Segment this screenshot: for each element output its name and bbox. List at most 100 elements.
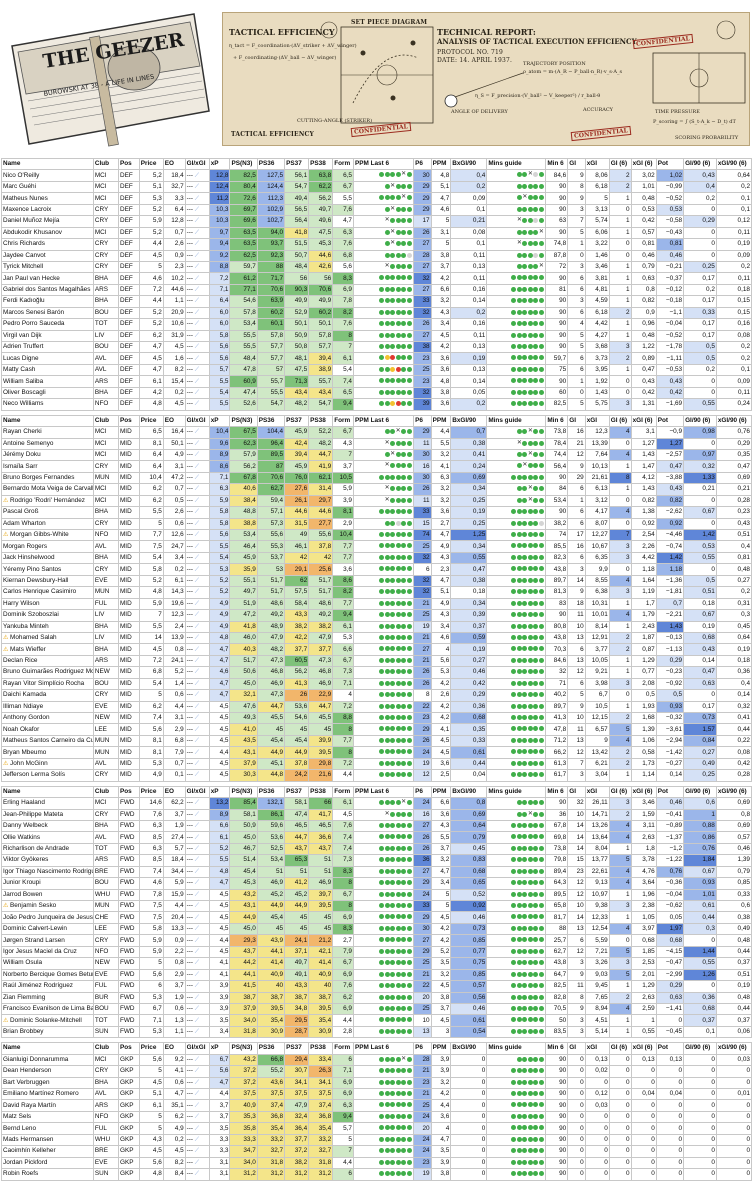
- column-header[interactable]: GI/xGI: [184, 785, 210, 799]
- table-row[interactable]: Ollie Watkins AVL FWD 8,5 27,4 --- ⟋ 6,1 45,0 53…: [1, 831, 753, 844]
- column-header[interactable]: Pos: [117, 1042, 140, 1055]
- column-header[interactable]: BxGI/90: [450, 1042, 488, 1055]
- column-header[interactable]: GI: [567, 157, 586, 171]
- column-header[interactable]: xGI (6): [630, 414, 657, 428]
- column-header[interactable]: Form: [332, 1042, 354, 1055]
- table-row[interactable]: Francisco Evanilson de Lima BarbosaBOUFW…: [1, 1002, 753, 1016]
- table-row[interactable]: William Saliba ARS DEF 6,1 15,4 --- ⟋ 5,5 60,9 5…: [1, 375, 753, 388]
- table-row[interactable]: Raúl Jiménez Rodríguez FUL FWD 6 3,7 --- ⟋ 3,9…: [1, 980, 753, 993]
- column-header[interactable]: xGI/90 (6): [715, 414, 753, 428]
- column-header[interactable]: EO: [162, 414, 186, 428]
- column-header[interactable]: xGI/90 (6): [715, 157, 753, 171]
- table-row[interactable]: Jérémy Doku MCI MID 6,4 4,9 --- ⟋ 8,9 57,9 89,5 3…: [1, 448, 753, 462]
- table-row[interactable]: Ferdi Kadıoğlu BHA DEF 4,4 1,1 --- ⟋ 6,4 54,6 63…: [1, 295, 753, 308]
- table-row[interactable]: Rayan Cherki MCI MID 6,5 16,4 --- ⟋ 10,4 67,5 10…: [1, 426, 753, 439]
- column-header[interactable]: GI: [567, 414, 586, 428]
- table-row[interactable]: Jaydee Canvot CRY DEF 4,5 0,9 --- ⟋ 9,2 62,5 92,…: [1, 249, 753, 262]
- table-row[interactable]: Bruno Borges Fernandes MUN MID 10,4 47,2 --- …: [1, 471, 753, 485]
- column-header[interactable]: PS36: [256, 1042, 286, 1055]
- column-header[interactable]: xGI (6): [630, 785, 657, 799]
- column-header[interactable]: xGI (6): [630, 157, 657, 171]
- column-header[interactable]: GI (6): [608, 785, 632, 799]
- table-row[interactable]: Caoimhín Kelleher BRE GKP 4,5 4,5 --- ⟋ 3,3 34,…: [1, 1145, 753, 1158]
- column-header[interactable]: Pos: [117, 785, 140, 799]
- table-row[interactable]: Matheus Santos Carneiro da CunhaMUNMID8,…: [1, 734, 753, 748]
- column-header[interactable]: PPM Last 6: [352, 785, 415, 799]
- table-row[interactable]: Zian Flemming BUR FWD 5,3 1,9 --- ⟋ 3,9 38,7 38,…: [1, 991, 753, 1004]
- column-header[interactable]: GI/90 (6): [683, 414, 717, 428]
- table-row[interactable]: Pedro Porro Sauceda TOT DEF 5,2 10,6 --- ⟋ 6,0…: [1, 318, 753, 331]
- table-row[interactable]: Jack Hinshelwood BHA MID 5,4 3,4 --- ⟋ 5,4 45,9…: [1, 551, 753, 565]
- column-header[interactable]: xGI/90 (6): [715, 1042, 753, 1055]
- table-row[interactable]: Jean-Philippe Mateta CRY FWD 7,6 3,7 --- ⟋ 8,9…: [1, 808, 753, 821]
- table-row[interactable]: Dominic Calvert-Lewin LEE FWD 5,8 13,3 --- ⟋ 4…: [1, 922, 753, 936]
- table-row[interactable]: Dean Henderson CRY GKP 5 4,1 --- ⟋ 5,6 37,2 55,2…: [1, 1065, 753, 1078]
- column-header[interactable]: Club: [92, 157, 119, 171]
- table-row[interactable]: Norberto Bercique Gomes BetuncalEVEFWD5,…: [1, 968, 753, 982]
- table-row[interactable]: Matty Cash AVL DEF 4,7 8,2 --- ⟋ 5,7 47,8 57 47,5…: [1, 363, 753, 377]
- column-header[interactable]: Club: [92, 1042, 119, 1055]
- column-header[interactable]: Form: [332, 157, 354, 171]
- column-header[interactable]: Pot: [655, 1042, 685, 1055]
- column-header[interactable]: xGI/90 (6): [715, 785, 753, 799]
- table-row[interactable]: Bruno Guimarães Rodriguez MouraNEWMID6,8…: [1, 666, 753, 679]
- column-header[interactable]: PPM: [430, 785, 452, 799]
- table-row[interactable]: Jørgen Strand Larsen CRY FWD 5,9 0,9 --- ⟋ 4,4…: [1, 934, 753, 947]
- column-header[interactable]: Mins guide: [486, 414, 547, 428]
- table-row[interactable]: Junior Kroupi BOU FWD 4,6 5,9 --- ⟋ 4,7 45,3 46,…: [1, 877, 753, 890]
- column-header[interactable]: GI/90 (6): [683, 157, 717, 171]
- table-row[interactable]: ⚠ Rodrigo 'Rodri' Hernández MCI MID 6,2 0,5-…: [1, 494, 753, 508]
- table-row[interactable]: Daichi Kamada CRY MID 5 0,6 --- ⟋ 4,7 32,1 47,3 2…: [1, 689, 753, 702]
- table-row[interactable]: Matz Sels NFO GKP 5 6,2 --- ⟋ 3,7 35,3 36,8 32,4 3…: [1, 1110, 753, 1124]
- column-header[interactable]: Name: [1, 785, 94, 799]
- column-header[interactable]: PPM: [430, 414, 452, 428]
- table-row[interactable]: Daniel Muñoz Mejía CRY DEF 5,9 12,8 --- ⟋ 10,3…: [1, 215, 753, 228]
- table-row[interactable]: Yéremy Pino Santos CRY MID 5,8 0,2 --- ⟋ 5,3 35…: [1, 563, 753, 576]
- column-header[interactable]: PPM Last 6: [352, 157, 415, 171]
- column-header[interactable]: BxGI/90: [450, 157, 488, 171]
- column-header[interactable]: Price: [138, 157, 164, 171]
- column-header[interactable]: PS(N3): [229, 414, 258, 428]
- table-row[interactable]: Yankuba Minteh BHA MID 5,5 2,4 --- ⟋ 4,9 41,8 48…: [1, 620, 753, 633]
- column-header[interactable]: Form: [332, 414, 354, 428]
- table-row[interactable]: ⚠ Mohamed Salah LIV MID 14 13,9 --- ⟋ 4,8 46,0 4…: [1, 631, 753, 645]
- table-row[interactable]: Noah Okafor LEE MID 5,6 2,9 --- ⟋ 4,5 41,0 45 45 4…: [1, 723, 753, 736]
- column-header[interactable]: Mins guide: [486, 157, 547, 171]
- column-header[interactable]: Name: [1, 414, 94, 428]
- column-header[interactable]: GI/90 (6): [683, 1042, 717, 1055]
- table-row[interactable]: Dominik Szoboszlai LIV MID 7 12,3 --- ⟋ 4,9 47,…: [1, 609, 753, 622]
- column-header[interactable]: Pos: [117, 414, 140, 428]
- column-header[interactable]: P6: [413, 414, 432, 428]
- column-header[interactable]: PS(N3): [229, 785, 258, 799]
- column-header[interactable]: GI: [567, 785, 586, 799]
- column-header[interactable]: PS36: [256, 414, 286, 428]
- column-header[interactable]: P6: [413, 1042, 432, 1055]
- column-header[interactable]: Price: [138, 785, 164, 799]
- table-row[interactable]: ⚠ Dominic Solanke-Mitchell TOT FWD 7,1 1,3 --…: [1, 1014, 753, 1027]
- column-header[interactable]: Name: [1, 1042, 94, 1055]
- column-header[interactable]: GI: [567, 1042, 586, 1055]
- column-header[interactable]: PS37: [284, 157, 310, 171]
- column-header[interactable]: xGI: [584, 414, 610, 428]
- table-row[interactable]: Pascal Groß BHA MID 5,5 2,6 --- ⟋ 5,8 48,8 57,1 4…: [1, 506, 753, 519]
- table-row[interactable]: Igor Jesus Maciel da Cruz NFO FWD 5,9 2,2 ---…: [1, 945, 753, 959]
- column-header[interactable]: PS37: [284, 1042, 310, 1055]
- column-header[interactable]: P6: [413, 785, 432, 799]
- column-header[interactable]: Name: [1, 157, 94, 171]
- column-header[interactable]: Mins guide: [486, 1042, 547, 1055]
- table-row[interactable]: Rayan Vitor Simplício Rocha BOU MID 5,4 1,4-…: [1, 677, 753, 691]
- table-row[interactable]: Bernardo Mota Veiga de Carvalho MCI MID 6,2…: [1, 483, 753, 496]
- column-header[interactable]: PPM Last 6: [352, 1042, 415, 1055]
- table-row[interactable]: Ismaïla Sarr CRY MID 6,4 3,1 --- ⟋ 8,6 56,2 87 45…: [1, 460, 753, 473]
- column-header[interactable]: Pot: [655, 157, 685, 171]
- column-header[interactable]: BxGI/90: [450, 785, 488, 799]
- table-row[interactable]: Lucas Digne AVL DEF 4,5 1,6 --- ⟋ 5,6 48,4 57,7 4…: [1, 352, 753, 365]
- column-header[interactable]: GI/90 (6): [683, 785, 717, 799]
- column-header[interactable]: xP: [208, 785, 231, 799]
- table-row[interactable]: Abdukodir Khusanov MCI DEF 5,2 0,7 --- ⟋ 9,7 63…: [1, 226, 753, 240]
- table-row[interactable]: Anthony Gordon NEW MID 7,4 3,1 --- ⟋ 4,5 49,3 45…: [1, 711, 753, 725]
- table-row[interactable]: Illiman Ndiaye EVE MID 6,2 4,4 --- ⟋ 4,5 47,6 44…: [1, 700, 753, 714]
- table-row[interactable]: Erling Haaland MCI FWD 14,6 62,2 --- ⟋ 13,2 85,…: [1, 797, 753, 810]
- column-header[interactable]: PS38: [308, 1042, 334, 1055]
- table-row[interactable]: Gabriel dos Santos Magalhães ARS DEF 7,2 44,…: [1, 283, 753, 297]
